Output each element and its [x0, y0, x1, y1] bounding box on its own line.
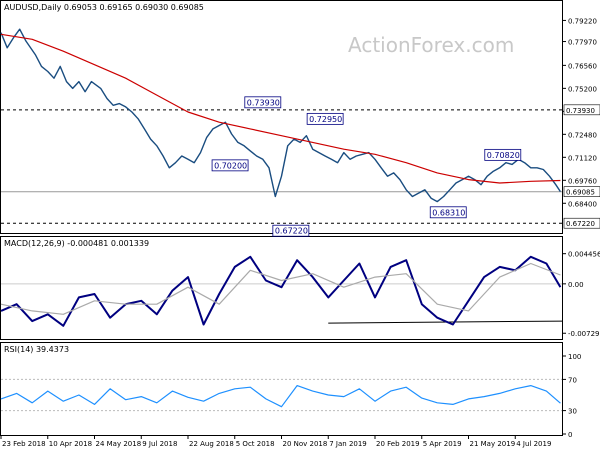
y-tick-label: 0.69760 — [568, 177, 597, 185]
y-tick-label: 0.00 — [568, 281, 584, 289]
series-line-ma — [0, 33, 561, 184]
x-tick-label: 7 Jan 2019 — [329, 440, 367, 448]
y-tick-label: 0.76560 — [568, 62, 597, 70]
y-tick-label: 70 — [568, 376, 577, 384]
rsi-series-layer — [0, 378, 562, 412]
x-tick-label: 5 Apr 2019 — [423, 440, 462, 448]
y-tick-label: 30 — [568, 408, 577, 416]
x-tick-label: 5 Oct 2018 — [236, 440, 275, 448]
annotation-box — [272, 224, 310, 237]
level-tag-box — [563, 104, 600, 116]
watermark-text: ActionForex.com — [348, 33, 514, 57]
annotation-label: 0.68310 — [432, 208, 465, 217]
x-tick-label: 20 Nov 2018 — [283, 440, 328, 448]
price-panel-title: AUDUSD,Daily 0.69053 0.69165 0.69030 0.6… — [4, 3, 204, 12]
annotation-label: 0.70820 — [487, 151, 520, 160]
macd-series-layer — [0, 255, 563, 327]
level-tag-label: 0.67220 — [566, 220, 595, 228]
y-tick-label: 0.004456 — [568, 251, 600, 259]
level-tag-box — [563, 186, 600, 197]
macd-panel-title: MACD(12,26,9) -0.000481 0.001339 — [4, 239, 149, 248]
annotation-box — [484, 148, 522, 161]
annotation-box — [211, 159, 249, 172]
annotation-label: 0.72950 — [309, 115, 342, 124]
level-tag-label: 0.69085 — [566, 189, 595, 197]
y-tick-label: 0.71120 — [568, 154, 597, 162]
x-tick-label: 24 May 2018 — [96, 440, 142, 448]
y-tick-label: 0.77970 — [568, 39, 597, 47]
series-line-macd — [0, 255, 562, 327]
y-tick-label: -0.007298 — [568, 330, 600, 338]
x-tick-label: 10 Apr 2018 — [49, 440, 92, 448]
annotation-box — [244, 96, 282, 109]
series-line-signal — [0, 262, 561, 315]
series-line-close — [0, 28, 561, 203]
x-tick-label: 23 Feb 2018 — [2, 440, 46, 448]
level-tag-label: 0.73930 — [566, 107, 595, 115]
rsi-panel-title: RSI(14) 39.4373 — [4, 345, 69, 354]
y-tick-label: 0.72480 — [568, 131, 597, 139]
annotation-label: 0.67220 — [275, 227, 308, 236]
x-tick-label: 9 Jul 2018 — [142, 440, 177, 448]
price-series-layer: 0.73930 0.70200 0.72950 0.67220 0.70820 0.683… — [0, 28, 562, 237]
level-tag-box — [563, 217, 600, 229]
annotation-label: 0.70200 — [214, 161, 247, 170]
series-line-rsi — [0, 385, 561, 408]
x-tick-label: 22 Aug 2018 — [189, 440, 234, 448]
y-tick-label: 0.79220 — [568, 17, 597, 25]
y-tick-label: 0 — [568, 431, 572, 439]
x-axis-layer: 23 Feb 2018 10 Apr 2018 24 May 2018 9 Jul 2… — [0, 435, 551, 448]
y-tick-label: 0.75200 — [568, 85, 597, 93]
x-tick-label: 21 May 2019 — [470, 440, 516, 448]
x-tick-label: 4 Jul 2019 — [516, 440, 551, 448]
x-tick-label: 20 Feb 2019 — [376, 440, 420, 448]
annotation-label: 0.73930 — [247, 98, 280, 107]
annotation-box — [429, 206, 467, 219]
annotation-box — [306, 112, 344, 125]
y-axis-layer: 0.792200.779700.765600.752000.738400.724… — [562, 17, 600, 439]
y-tick-label: 0.68400 — [568, 200, 597, 208]
y-tick-label: 100 — [568, 353, 581, 361]
